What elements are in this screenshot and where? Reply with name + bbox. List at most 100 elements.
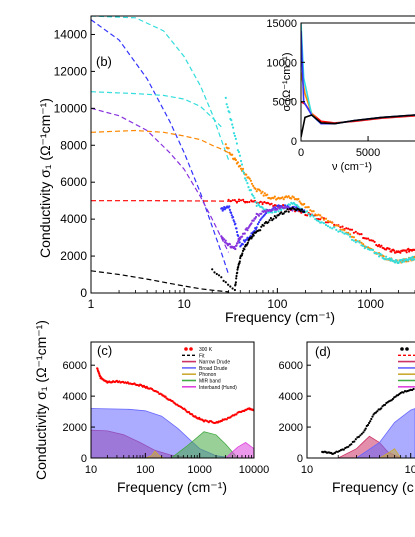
- data-point: [267, 202, 270, 205]
- x-tick-label: 5000: [356, 147, 380, 159]
- y-tick-label: 4000: [279, 391, 303, 403]
- data-point: [349, 233, 352, 236]
- series-area-2: [356, 408, 415, 458]
- data-point: [243, 177, 247, 180]
- data-point: [283, 204, 287, 207]
- chart-panel-1: 0 5000 10000 15000 0 5000: [266, 18, 415, 159]
- data-point: [246, 241, 249, 244]
- series-line-1: [91, 16, 230, 161]
- legend-label: Fit: [199, 353, 205, 359]
- data-point: [260, 225, 263, 228]
- axes-frame: [306, 341, 415, 459]
- data-point: [237, 240, 240, 243]
- series-line-6: [91, 270, 229, 293]
- plot-area: [91, 367, 254, 458]
- data-point: [309, 215, 312, 218]
- data-point: [222, 279, 225, 282]
- data-point: [401, 261, 404, 264]
- data-point: [255, 190, 258, 193]
- data-point: [249, 179, 252, 182]
- data-point: [331, 227, 334, 230]
- data-point: [276, 208, 279, 211]
- data-point: [224, 281, 227, 284]
- data-point: [244, 201, 247, 204]
- data-point: [268, 219, 271, 222]
- y-tick-label: 0: [297, 453, 303, 465]
- data-point: [235, 142, 238, 145]
- data-point: [307, 206, 310, 209]
- data-point: [227, 198, 230, 201]
- data-point: [266, 193, 269, 196]
- series-area-3: [379, 448, 402, 458]
- data-point: [272, 204, 275, 208]
- data-point: [333, 223, 336, 226]
- data-point: [360, 241, 363, 244]
- data-point: [236, 271, 239, 274]
- data-point: [352, 231, 355, 234]
- data-point: [337, 224, 340, 228]
- data-point: [287, 210, 290, 213]
- legend-marker: [405, 347, 409, 351]
- data-point: [299, 210, 302, 213]
- data-point: [412, 387, 415, 391]
- data-point: [360, 244, 363, 247]
- data-point: [329, 226, 332, 229]
- data-point: [241, 252, 244, 255]
- series-line-2: [91, 91, 222, 128]
- data-point: [280, 211, 283, 214]
- data-point: [411, 255, 414, 258]
- data-point: [391, 397, 394, 401]
- data-point: [317, 213, 320, 216]
- data-point: [319, 214, 322, 217]
- y-tick-label: 8000: [60, 138, 87, 152]
- data-point: [246, 182, 249, 185]
- data-point: [248, 200, 251, 204]
- data-point: [256, 202, 259, 205]
- data-point: [297, 197, 300, 201]
- data-point: [281, 196, 284, 199]
- data-point: [277, 214, 280, 217]
- panel-label-c: (c): [97, 343, 112, 358]
- data-point: [240, 254, 243, 257]
- data-point: [229, 200, 232, 203]
- series-area-5: [225, 442, 254, 458]
- data-point: [235, 230, 239, 234]
- data-point: [300, 208, 303, 211]
- data-point: [282, 212, 285, 215]
- data-point: [400, 258, 403, 262]
- y-tick-label: 14000: [54, 27, 88, 41]
- y-tick-label: 0: [80, 286, 87, 300]
- data-point: [273, 195, 276, 198]
- legend-label: 300 K: [199, 347, 213, 353]
- x-tick-label: 10: [405, 464, 415, 476]
- data-point: [337, 230, 340, 233]
- data-point: [226, 106, 229, 109]
- data-point: [271, 211, 274, 214]
- data-point: [231, 153, 234, 156]
- data-point: [407, 247, 410, 250]
- data-point: [234, 281, 237, 284]
- data-point: [238, 164, 242, 167]
- data-point: [359, 434, 362, 437]
- data-point: [335, 224, 338, 227]
- x-tick-label: 100: [267, 297, 287, 311]
- data-point: [347, 445, 350, 448]
- data-point: [320, 221, 323, 224]
- data-point: [390, 250, 393, 253]
- legend-label: Phonon: [199, 372, 216, 378]
- y-tick-label: 4000: [63, 391, 87, 403]
- data-point: [277, 210, 280, 213]
- data-point: [239, 237, 242, 240]
- data-point: [352, 236, 355, 239]
- data-point: [383, 258, 386, 261]
- series-line-5: [91, 200, 269, 204]
- data-point: [371, 248, 375, 252]
- data-point: [275, 210, 278, 213]
- data-point: [342, 448, 345, 451]
- data-point: [402, 391, 405, 394]
- x-tick-label: 100: [136, 464, 154, 476]
- data-point: [326, 219, 330, 223]
- data-point: [362, 243, 365, 246]
- data-point: [350, 443, 353, 446]
